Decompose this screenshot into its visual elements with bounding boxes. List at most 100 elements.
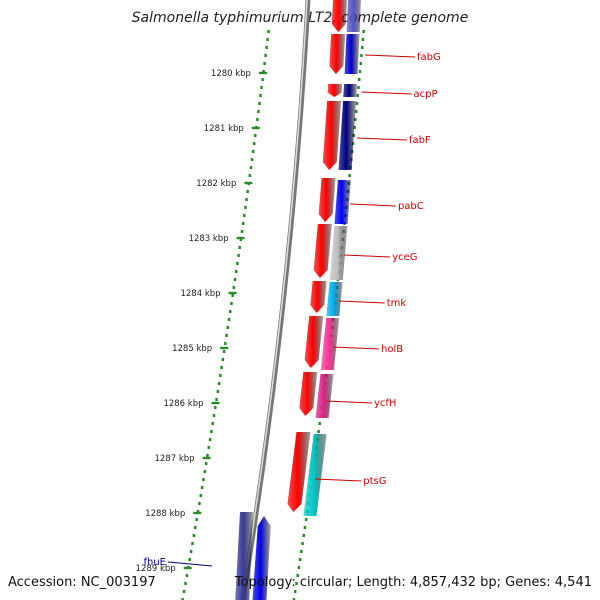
inner-dot [203,470,207,473]
outer-dot [358,78,361,81]
inner-dot [243,214,246,217]
outer-dot [293,590,297,593]
tick-mark [183,566,192,570]
inner-dot [211,422,214,425]
tick-label: 1286 kbp [163,399,203,409]
inner-dot [266,38,269,41]
inner-dot [246,190,249,193]
inner-dot [212,414,216,417]
inner-dot [181,598,184,600]
gene-track-segment [344,34,360,74]
outer-dot [297,566,301,569]
inner-dot [199,494,203,497]
gene-track-segment [329,226,348,280]
inner-dot [250,158,254,161]
leader-line [167,561,213,567]
inner-dot [182,590,186,593]
gene-label-fhuE: fhuE [143,557,166,568]
inner-dot [220,366,223,369]
inner-dot [192,534,196,537]
outer-dot [361,38,365,41]
inner-dot [216,390,220,393]
gene-label-fabF: fabF [409,135,431,146]
fhuE-arrow [252,516,271,600]
gene-label-tmk: tmk [387,298,407,309]
tick-label: 1283 kbp [189,234,229,244]
inner-dot [258,102,261,105]
inner-dot [200,486,204,489]
inner-dot [202,478,205,481]
inner-dot [262,70,265,73]
leader-line [338,300,385,304]
leader-line [315,478,362,482]
inner-dot [230,302,233,305]
outer-dot [302,534,306,537]
outer-dot [317,430,320,433]
gene-track-segment [315,374,334,418]
tick-mark [258,71,267,75]
inner-dot [259,94,262,97]
outer-dot [362,30,365,33]
outer-dot [357,86,360,89]
inner-dot [188,558,191,561]
inner-dot [208,438,212,441]
inner-dot [204,462,208,465]
genome-summary-text: Topology: circular; Length: 4,857,432 bp… [234,575,592,590]
gene-track-segment [326,282,343,316]
outer-dot [295,582,298,585]
gene-label-ptsG: ptsG [363,476,386,487]
gene-label-fabG: fabG [417,52,441,63]
leader-line [361,91,412,95]
inner-dot [224,342,227,345]
tick-label: 1281 kbp [204,124,244,134]
outer-dot [358,70,362,73]
outer-dot [303,526,307,529]
inner-dot [185,574,189,577]
inner-dot [219,374,222,377]
inner-dot [240,230,244,233]
tick-label: 1285 kbp [172,344,212,354]
inner-dot [239,238,243,241]
inner-dot [227,318,231,321]
inner-dot [232,286,236,289]
outer-dot [296,574,299,577]
inner-dot [241,222,245,225]
gene-label-pabC: pabC [398,201,424,212]
inner-dot [254,134,257,137]
inner-dot [198,502,201,505]
inner-dot [184,582,187,585]
outer-dot [356,94,359,97]
inner-dot [234,270,238,273]
inner-dot [225,334,228,337]
inner-dot [252,142,256,145]
outer-dot [318,422,321,425]
cds-fabF-arrow [322,101,342,170]
inner-dot [207,446,211,449]
inner-dot [217,382,221,385]
inner-dot [231,294,234,297]
cds-yceG-arrow [313,224,332,278]
inner-dot [196,510,200,513]
cds-tmk-arrow [310,281,327,313]
inner-dot [264,54,267,57]
outer-dot [354,110,358,113]
inner-dot [194,526,197,529]
leader-line [333,346,380,350]
cds-block-arrow [331,0,347,32]
inner-dot [206,454,209,457]
inner-dot [214,406,217,409]
backbone-line [240,0,311,600]
tick-mark [236,236,245,240]
leader-line [364,54,415,58]
inner-dot [226,326,230,329]
gene-track-segment [334,180,351,224]
inner-dot [238,246,241,249]
cds-fabG-arrow [329,34,346,74]
tick-label: 1289 kbp [136,564,176,574]
inner-dot [215,398,218,401]
inner-dot [244,206,247,209]
outer-dot [353,126,356,129]
inner-dot [189,550,193,553]
gene-track-segment [338,101,357,170]
inner-dot [265,46,268,49]
